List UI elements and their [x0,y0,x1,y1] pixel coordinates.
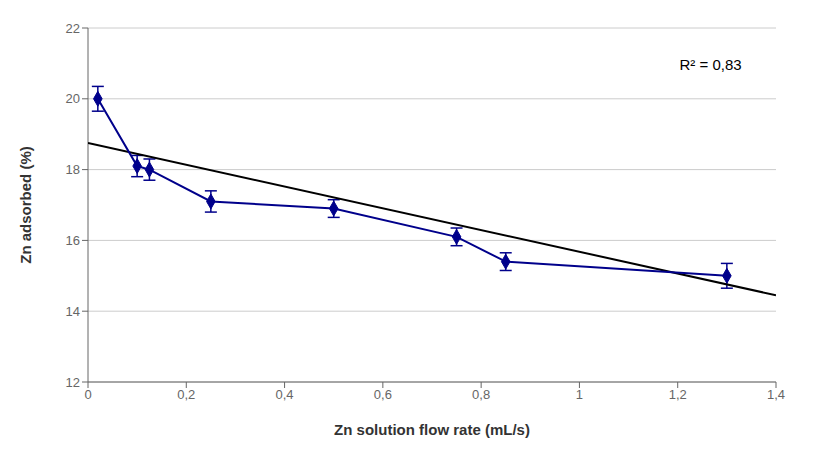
svg-text:0,6: 0,6 [374,387,392,402]
svg-text:22: 22 [66,21,80,36]
svg-text:1,2: 1,2 [669,387,687,402]
svg-text:0: 0 [84,387,91,402]
svg-text:18: 18 [66,162,80,177]
svg-text:20: 20 [66,91,80,106]
svg-text:0,8: 0,8 [472,387,490,402]
svg-text:12: 12 [66,375,80,390]
svg-text:16: 16 [66,233,80,248]
svg-text:Zn solution flow rate (mL/s): Zn solution flow rate (mL/s) [334,421,530,438]
svg-text:0,4: 0,4 [276,387,294,402]
svg-text:0,2: 0,2 [177,387,195,402]
svg-text:1: 1 [576,387,583,402]
svg-text:14: 14 [66,304,80,319]
html-text:R² = 0,83: R² = 0,83 [679,56,742,74]
svg-text:Zn adsorbed (%): Zn adsorbed (%) [17,146,34,264]
svg-text:1,4: 1,4 [767,387,785,402]
